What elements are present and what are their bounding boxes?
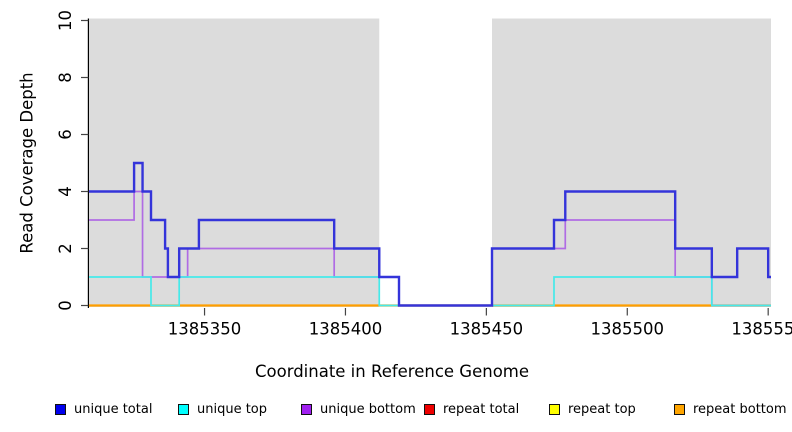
- x-tick-label: 1385450: [450, 320, 524, 339]
- x-tick-label: 1385500: [591, 320, 665, 339]
- shaded-region: [492, 18, 771, 307]
- y-tick-label: 0: [56, 300, 75, 311]
- y-tick-label: 4: [56, 186, 75, 197]
- series-line-unique-top: [89, 276, 771, 307]
- y-tick-label: 10: [56, 10, 75, 31]
- y-axis-title: Read Coverage Depth: [17, 72, 37, 254]
- series-line-unique-total: [89, 161, 771, 307]
- y-tick-label: 8: [56, 72, 75, 83]
- y-tick-label: 6: [56, 129, 75, 140]
- x-axis-title: Coordinate in Reference Genome: [254, 362, 530, 381]
- x-tick-label: 1385350: [168, 320, 242, 339]
- shaded-region: [89, 18, 380, 307]
- x-tick-label: 1385400: [309, 320, 383, 339]
- y-tick-label: 2: [56, 243, 75, 254]
